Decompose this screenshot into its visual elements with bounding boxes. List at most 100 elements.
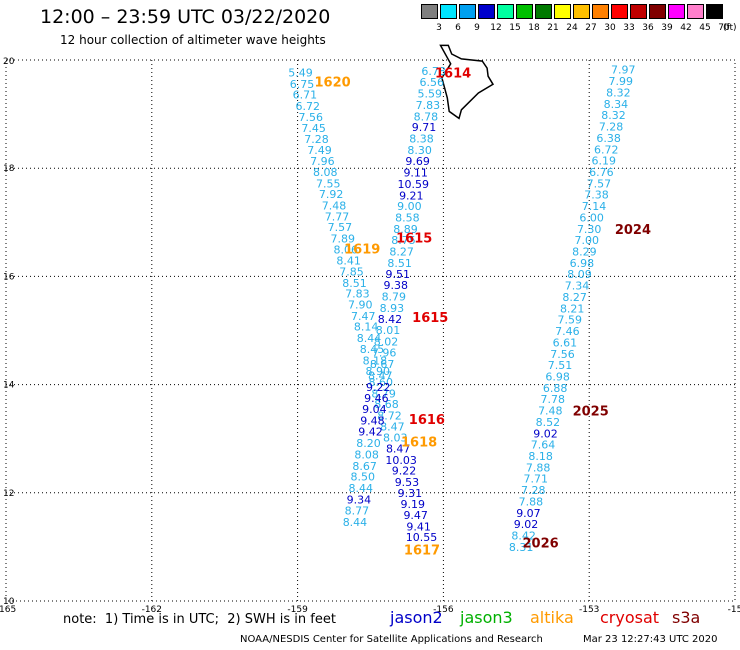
data-label-jason2: 9.11 <box>403 167 428 180</box>
data-label-jason3: 7.85 <box>339 266 364 279</box>
data-label-jason3: 8.79 <box>371 387 396 400</box>
pass-time-label: 1617 <box>404 544 440 559</box>
data-label-jason3: 7.57 <box>328 221 353 234</box>
scale-label: 6 <box>455 23 461 33</box>
x-tick-label: -153 <box>579 605 599 615</box>
data-label-jason3: 7.83 <box>416 99 441 112</box>
data-label-jason2: 9.51 <box>385 268 410 281</box>
scale-swatch <box>459 4 476 19</box>
data-label-jason2: 9.69 <box>405 155 430 168</box>
data-label-jason3: 6.88 <box>543 382 568 395</box>
data-label-jason3: 8.34 <box>604 98 629 111</box>
data-label-jason2: 9.04 <box>362 403 387 416</box>
data-label-jason3: 9.00 <box>397 200 422 213</box>
data-label-jason3: 7.88 <box>526 461 551 474</box>
data-label-jason3: 7.90 <box>348 299 373 312</box>
data-label-jason3: 7.55 <box>316 177 341 190</box>
data-label-jason3: 7.28 <box>521 484 546 497</box>
data-label-jason2: 10.59 <box>398 178 430 191</box>
scale-swatch <box>440 4 457 19</box>
data-label-jason3: 8.78 <box>414 110 439 123</box>
y-tick-label: 18 <box>3 164 15 174</box>
x-tick-label: -15 <box>728 605 740 615</box>
data-label-jason3: 8.44 <box>357 332 382 345</box>
data-label-jason3: 8.32 <box>601 109 626 122</box>
scale-swatch <box>649 4 666 19</box>
scale-label: 70 <box>718 23 730 33</box>
scale-label: 33 <box>623 23 635 33</box>
x-tick-label: -159 <box>287 605 308 615</box>
data-label-jason3: 7.49 <box>307 144 332 157</box>
legend-s3a: s3a <box>672 608 701 627</box>
data-label-jason3: 7.56 <box>298 111 323 124</box>
scale-label: 21 <box>547 23 559 33</box>
scale-swatch <box>611 4 628 19</box>
data-label-jason3: 7.99 <box>609 75 634 88</box>
pass-time-label: 1614 <box>435 66 471 81</box>
plot-frame <box>5 59 736 602</box>
data-label-jason3: 7.00 <box>575 234 600 247</box>
data-label-jason3: 5.59 <box>418 88 443 101</box>
legend-altika: altika <box>530 608 574 627</box>
data-label-jason3: 8.41 <box>336 255 361 268</box>
scale-label: 30 <box>604 23 616 33</box>
data-label-jason3: 7.56 <box>550 348 575 361</box>
data-label-jason3: 8.01 <box>376 324 401 337</box>
pass-time-label: 2024 <box>615 223 651 238</box>
data-label-jason3: 8.30 <box>407 144 432 157</box>
scale-label: 42 <box>680 23 692 33</box>
data-label-jason3: 8.21 <box>560 302 585 315</box>
x-tick-label: -162 <box>142 605 162 615</box>
data-label-jason3: 8.20 <box>356 437 381 450</box>
scale-label: 15 <box>509 23 521 33</box>
data-label-jason3: 7.64 <box>531 439 556 452</box>
scale-swatch <box>592 4 609 19</box>
data-label-jason3: 8.44 <box>343 516 368 529</box>
data-label-jason3: 7.47 <box>351 310 376 323</box>
data-label-jason2: 9.47 <box>403 509 428 522</box>
data-label-jason3: 8.75 <box>391 234 416 247</box>
data-label-jason3: 8.06 <box>333 243 358 256</box>
y-tick-label: 16 <box>3 272 15 282</box>
data-label-jason3: 8.18 <box>363 354 388 367</box>
y-tick-label: 10 <box>3 597 15 607</box>
data-label-jason2: 10.55 <box>406 531 438 544</box>
data-label-jason3: 8.27 <box>562 291 587 304</box>
data-label-jason3: 7.51 <box>548 359 573 372</box>
scale-swatch <box>516 4 533 19</box>
pass-time-label: 2025 <box>573 405 609 420</box>
data-label-jason2: 9.71 <box>412 121 437 134</box>
data-label-jason3: 7.14 <box>582 200 607 213</box>
data-label-jason3: 7.92 <box>319 188 344 201</box>
data-label-jason2: 9.22 <box>392 465 417 478</box>
data-label-jason3: 8.47 <box>380 420 405 433</box>
data-label-jason3: 6.98 <box>545 370 570 383</box>
data-label-jason2: 9.02 <box>533 427 558 440</box>
data-label-jason3: 8.03 <box>383 432 408 445</box>
x-tick-label: -156 <box>433 605 454 615</box>
data-label-jason3: 6.61 <box>553 336 578 349</box>
scale-unit: (ft) <box>723 23 737 33</box>
pass-time-label: 1615 <box>412 311 448 326</box>
data-label-jason3: 8.90 <box>366 365 391 378</box>
data-label-jason3: 6.76 <box>589 166 614 179</box>
legend-jason3: jason3 <box>460 608 513 627</box>
data-label-jason3: 8.09 <box>567 268 592 281</box>
data-label-jason3: 7.96 <box>310 155 335 168</box>
data-label-jason3: 8.93 <box>380 302 405 315</box>
data-label-jason3: 7.71 <box>523 473 548 486</box>
data-label-jason3: 7.48 <box>538 405 563 418</box>
data-label-jason2: 9.42 <box>358 426 383 439</box>
data-label-jason3: 7.59 <box>558 314 583 327</box>
data-label-jason2: 9.22 <box>366 381 391 394</box>
data-label-jason3: 5.49 <box>288 66 313 79</box>
data-label-jason3: 8.32 <box>606 86 631 99</box>
pass-time-label: 1620 <box>314 76 350 91</box>
data-label-jason3: 6.78 <box>421 65 446 78</box>
data-label-jason3: 6.98 <box>570 257 595 270</box>
island-coastline <box>439 44 495 120</box>
data-label-jason3: 8.51 <box>387 257 412 270</box>
data-label-jason3: 8.38 <box>409 132 434 145</box>
data-label-jason3: 8.89 <box>393 223 418 236</box>
